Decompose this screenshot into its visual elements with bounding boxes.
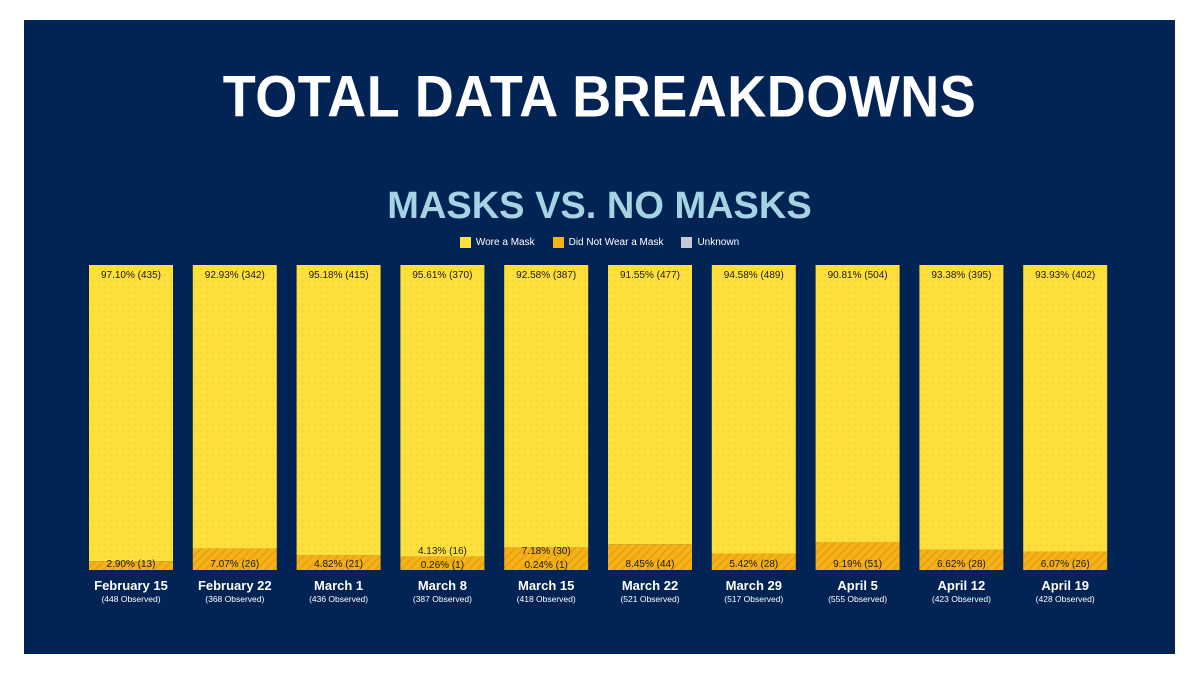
bar-segment-did-not: [919, 549, 1004, 570]
bar-segment-did-not: [504, 547, 589, 570]
bar-segment-wore: [815, 265, 900, 542]
data-label-wore: 92.93% (342): [205, 270, 265, 281]
legend-item-unknown: Unknown: [681, 237, 739, 248]
data-label-did-not: 7.07% (26): [210, 559, 259, 570]
bar-segment-wore: [504, 265, 589, 548]
chart-subtitle: MASKS VS. NO MASKS: [387, 185, 812, 227]
bar-segment-did-not: [89, 561, 173, 570]
data-label-did-not: 5.42% (28): [729, 559, 778, 570]
bar-segment-wore: [296, 265, 381, 556]
bar-segment-wore: [608, 265, 692, 545]
category-label: March 22: [622, 578, 678, 593]
bar-segment-did-not: [1023, 551, 1108, 570]
data-label-wore: 93.93% (402): [1035, 270, 1095, 281]
bar-segment-wore: [1023, 265, 1108, 552]
data-label-did-not: 2.90% (13): [107, 559, 156, 570]
legend-label-did-not: Did Not Wear a Mask: [568, 237, 664, 248]
data-label-unknown: 0.26% (1): [421, 560, 464, 571]
data-label-did-not: 7.18% (30): [522, 546, 571, 557]
data-label-unknown: 0.24% (1): [525, 560, 568, 571]
stacked-bar-chart: 97.10% (435) 2.90% (13) February 15(448 Ob…: [89, 265, 1108, 604]
category-label: April 12: [938, 578, 986, 593]
bar-segment-did-not: [296, 555, 381, 570]
bar-segment-unknown: [504, 569, 589, 570]
bar-segment-wore: [89, 265, 173, 562]
observed-count-label: (387 Observed): [413, 594, 472, 604]
legend-item-wore: Wore a Mask: [459, 237, 535, 248]
bar-segment-unknown: [400, 569, 485, 570]
observed-count-label: (418 Observed): [517, 594, 576, 604]
category-label: March 1: [314, 578, 363, 593]
bar-segment-wore: [192, 265, 277, 549]
observed-count-label: (368 Observed): [205, 594, 264, 604]
category-label: February 15: [94, 578, 168, 593]
legend-swatch-wore: [459, 237, 471, 248]
chart-panel: TOTAL DATA BREAKDOWNS MASKS VS. NO MASKS…: [24, 20, 1175, 654]
data-label-did-not: 8.45% (44): [626, 559, 675, 570]
data-label-wore: 94.58% (489): [724, 270, 784, 281]
category-label: February 22: [198, 578, 272, 593]
data-label-did-not: 9.19% (51): [833, 559, 882, 570]
data-label-wore: 95.18% (415): [309, 270, 369, 281]
observed-count-label: (436 Observed): [309, 594, 368, 604]
bar-segment-wore: [711, 265, 796, 554]
data-label-wore: 93.38% (395): [931, 270, 991, 281]
data-label-wore: 91.55% (477): [620, 270, 680, 281]
data-label-did-not: 4.82% (21): [314, 559, 363, 570]
main-title: TOTAL DATA BREAKDOWNS: [222, 64, 977, 130]
observed-count-label: (423 Observed): [932, 594, 991, 604]
data-label-wore: 90.81% (504): [828, 270, 888, 281]
legend-swatch-did-not: [552, 237, 564, 248]
data-label-wore: 97.10% (435): [101, 270, 161, 281]
bar-segment-did-not: [608, 544, 692, 570]
bar-segment-did-not: [815, 541, 900, 570]
data-label-wore: 95.61% (370): [412, 270, 472, 281]
data-label-did-not: 4.13% (16): [418, 546, 467, 557]
category-label: March 29: [726, 578, 782, 593]
bar-segment-did-not: [711, 553, 796, 570]
bars-group: 97.10% (435) 2.90% (13) February 15(448 Ob…: [89, 265, 1108, 604]
bar-segment-wore: [400, 265, 485, 557]
data-label-did-not: 6.07% (26): [1041, 559, 1090, 570]
bar-segment-did-not: [400, 556, 485, 570]
legend-item-did-not: Did Not Wear a Mask: [552, 237, 664, 248]
category-label: April 19: [1041, 578, 1089, 593]
legend-swatch-unknown: [681, 237, 693, 248]
category-label: March 15: [518, 578, 574, 593]
legend-label-unknown: Unknown: [697, 237, 740, 248]
observed-count-label: (521 Observed): [620, 594, 679, 604]
legend: Wore a Mask Did Not Wear a Mask Unknown: [24, 237, 1175, 248]
bar-segment-wore: [919, 265, 1004, 550]
category-label: April 5: [837, 578, 877, 593]
legend-label-wore: Wore a Mask: [475, 237, 535, 248]
data-label-did-not: 6.62% (28): [937, 559, 986, 570]
observed-count-label: (448 Observed): [101, 594, 160, 604]
category-label: March 8: [418, 578, 467, 593]
observed-count-label: (428 Observed): [1036, 594, 1095, 604]
observed-count-label: (555 Observed): [828, 594, 887, 604]
observed-count-label: (517 Observed): [724, 594, 783, 604]
data-label-wore: 92.58% (387): [516, 270, 576, 281]
bar-segment-did-not: [192, 548, 277, 570]
